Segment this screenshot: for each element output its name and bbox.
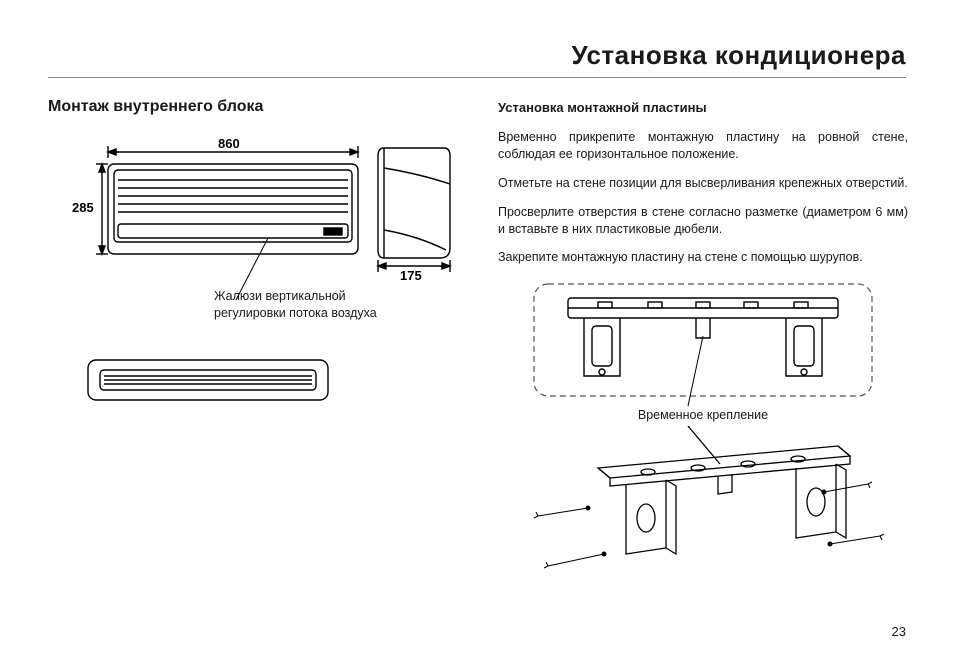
dim-width: 860 bbox=[218, 136, 240, 151]
page-title: Установка кондиционера bbox=[48, 40, 906, 71]
bracket-caption: Временное крепление bbox=[498, 408, 908, 422]
title-rule bbox=[48, 77, 906, 78]
para-2: Отметьте на стене позиции для высверлива… bbox=[498, 175, 908, 192]
louver-caption-line2: регулировки потока воздуха bbox=[214, 306, 377, 320]
unit-dimensions-figure: 860 285 175 bbox=[48, 140, 458, 310]
para-4: Закрепите монтажную пластину на стене с … bbox=[498, 249, 908, 266]
right-column: Установка монтажной пластины Временно пр… bbox=[498, 98, 908, 596]
louver-caption-line1: Жалюзи вертикальной bbox=[214, 289, 346, 303]
louver-detail-svg bbox=[48, 354, 368, 409]
para-3: Просверлите отверстия в стене согласно р… bbox=[498, 204, 908, 238]
mounting-plate-iso-figure bbox=[508, 426, 908, 596]
mounting-plate-top-svg bbox=[528, 278, 888, 406]
content-columns: Монтаж внутреннего блока 860 285 175 bbox=[48, 98, 906, 596]
page: Установка кондиционера Монтаж внутреннег… bbox=[0, 0, 954, 659]
right-subheading: Установка монтажной пластины bbox=[498, 100, 908, 115]
unit-svg bbox=[48, 140, 458, 310]
mounting-plate-top-figure bbox=[528, 278, 888, 406]
dim-height: 285 bbox=[72, 200, 94, 215]
dim-depth: 175 bbox=[400, 268, 422, 283]
mounting-plate-iso-svg bbox=[508, 426, 908, 596]
para-1: Временно прикрепите монтажную пластину н… bbox=[498, 129, 908, 163]
louver-caption: Жалюзи вертикальной регулировки потока в… bbox=[214, 288, 377, 322]
page-number: 23 bbox=[892, 624, 906, 639]
left-column: Монтаж внутреннего блока 860 285 175 bbox=[48, 98, 458, 596]
left-heading: Монтаж внутреннего блока bbox=[48, 98, 458, 116]
louver-detail-figure bbox=[48, 354, 458, 414]
